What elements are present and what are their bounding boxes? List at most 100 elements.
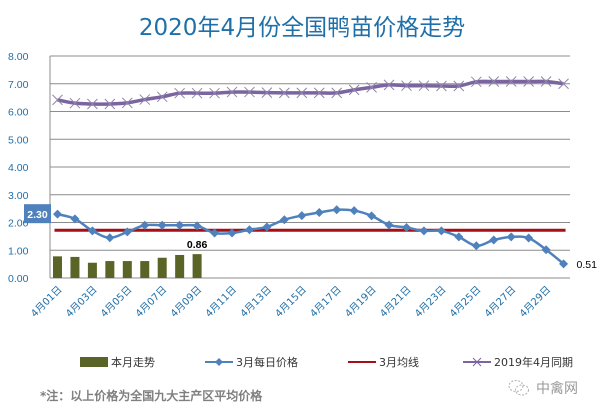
legend-item-current-month[interactable]: 本月走势 [80, 354, 155, 370]
legend-label: 3月均线 [379, 356, 419, 369]
diamond-marker [244, 225, 254, 235]
diamond-marker [419, 226, 429, 236]
diamond-marker [227, 228, 237, 238]
diamond-marker [192, 221, 202, 231]
diamond-marker [157, 220, 167, 230]
line-swatch-icon [348, 361, 376, 363]
x-marker [52, 94, 63, 106]
y-tick-label: 7.00 [8, 79, 29, 91]
diamond-marker [541, 245, 551, 255]
x-marker [296, 87, 308, 99]
x-marker [540, 76, 552, 87]
x-marker-line-swatch-icon [463, 357, 491, 367]
x-marker [348, 84, 360, 96]
diamond-marker [175, 220, 185, 230]
x-tick-label: 4月11日 [203, 284, 239, 320]
bar-data-label: 0.86 [187, 239, 208, 251]
x-tick-label: 4月07日 [133, 284, 169, 320]
x-marker [156, 91, 168, 103]
diamond-marker [471, 241, 481, 251]
x-tick-label: 4月21日 [377, 284, 413, 320]
legend-item-march-average[interactable]: 3月均线 [348, 354, 419, 370]
x-marker [226, 86, 238, 98]
line-series-march-daily [53, 205, 569, 269]
x-marker [331, 87, 343, 99]
x-marker [191, 87, 203, 99]
bar-swatch-icon [80, 357, 108, 367]
legend-item-2019-april[interactable]: 2019年4月同期 [463, 354, 573, 370]
x-tick-label: 4月09日 [168, 284, 204, 320]
x-marker [261, 87, 273, 98]
legend-item-march-daily[interactable]: 3月每日价格 [205, 354, 298, 370]
x-marker [488, 76, 500, 87]
x-marker [366, 82, 377, 93]
x-marker [69, 97, 81, 109]
x-marker [505, 76, 517, 87]
x-marker [453, 80, 465, 92]
diamond-marker [70, 214, 80, 224]
y-tick-label: 5.00 [8, 134, 29, 146]
diamond-marker [262, 222, 272, 232]
diamond-marker [524, 233, 534, 243]
bar [53, 256, 62, 278]
x-marker [174, 87, 186, 99]
diamond-marker [210, 228, 220, 238]
x-tick-label: 4月17日 [308, 284, 344, 320]
diamond-marker [279, 215, 289, 225]
bar [87, 262, 97, 278]
watermark: 中禽网 [508, 378, 578, 398]
line-data-label: 0.51 [577, 259, 598, 271]
y-tick-label: 0.00 [8, 273, 29, 285]
diamond-marker [105, 233, 115, 243]
y-tick-label: 2.00 [8, 218, 29, 230]
diamond-marker [506, 232, 516, 242]
x-marker [278, 87, 290, 99]
line-series-2019-april [52, 76, 569, 110]
y-tick-label: 3.00 [8, 190, 29, 202]
x-marker [104, 98, 116, 110]
march-daily-line [57, 208, 565, 265]
x-marker [313, 87, 325, 99]
2019-april-line [57, 79, 564, 106]
data-labels: 0.86 2.30 0.51 [24, 204, 597, 271]
bar [140, 261, 150, 278]
x-axis-ticks: 4月01日 4月03日 4月05日 4月07日 4月09日 4月11日 4月13日 4月15日… [28, 284, 553, 320]
footnote: *注：以上价格为全国九大主产区平均价格 [40, 389, 263, 403]
diamond-marker [332, 205, 342, 215]
x-marker [87, 98, 98, 110]
diamond-marker [87, 226, 97, 236]
y-tick-label: 6.00 [8, 107, 29, 119]
x-marker [383, 79, 395, 91]
diamond-marker [367, 211, 377, 221]
bar [105, 261, 115, 278]
x-tick-label: 4月13日 [238, 284, 274, 320]
x-marker [470, 76, 482, 88]
x-tick-label: 4月27日 [482, 284, 518, 320]
bar [70, 256, 80, 278]
wechat-icon [508, 380, 529, 396]
diamond-marker [489, 235, 499, 245]
x-marker [209, 87, 220, 99]
x-marker [558, 78, 569, 90]
bar-series-current-month [53, 254, 202, 278]
diamond-marker [436, 226, 446, 236]
x-marker [436, 80, 447, 92]
bar [122, 261, 132, 278]
x-tick-label: 4月23日 [412, 284, 448, 320]
x-tick-label: 4月15日 [273, 284, 309, 320]
gridlines [49, 55, 570, 279]
legend-label: 本月走势 [111, 356, 155, 369]
x-marker [418, 80, 430, 92]
x-tick-label: 4月19日 [343, 284, 379, 320]
legend-label: 3月每日价格 [236, 356, 298, 369]
y-tick-label: 4.00 [8, 162, 29, 174]
diamond-line-swatch-icon [205, 358, 233, 366]
legend-label: 2019年4月同期 [494, 356, 573, 369]
diamond-marker [559, 259, 569, 269]
bar [157, 257, 167, 278]
x-marker [523, 76, 535, 87]
y-tick-label: 8.00 [8, 51, 29, 63]
diamond-marker [349, 206, 359, 216]
chart-title: 2020年4月份全国鸭苗价格走势 [138, 15, 466, 41]
